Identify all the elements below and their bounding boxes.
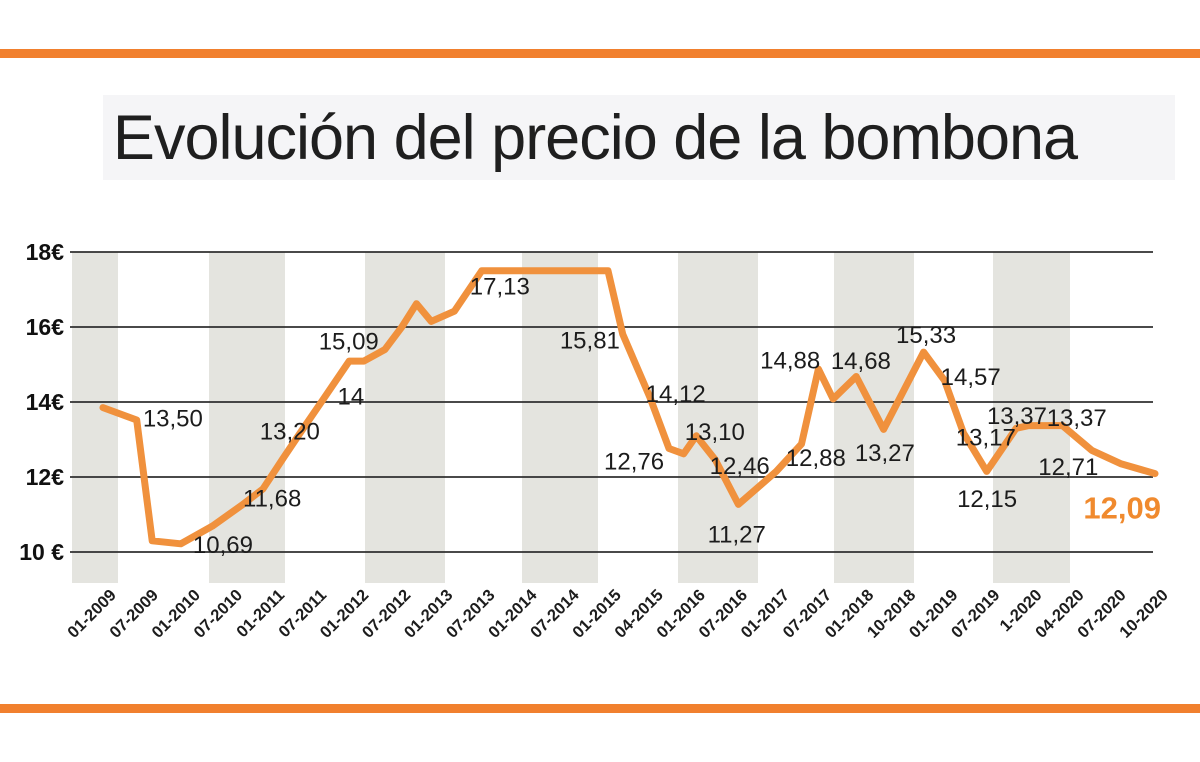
value-label: 12,88 xyxy=(786,445,846,472)
background-band xyxy=(72,252,118,583)
value-label: 13,17 xyxy=(956,425,1016,452)
value-label: 12,46 xyxy=(710,453,770,480)
value-label: 10,69 xyxy=(193,532,253,559)
background-band xyxy=(365,252,445,583)
price-evolution-chart: 18€16€14€12€10 €01-200907-200901-201007-… xyxy=(19,239,1172,642)
value-label: 12,15 xyxy=(957,486,1017,513)
price-line xyxy=(99,267,1159,548)
value-label: 14,68 xyxy=(831,348,891,375)
value-label: 13,37 xyxy=(987,403,1047,430)
value-label: 13,27 xyxy=(855,440,915,467)
value-label: 11,68 xyxy=(243,485,301,512)
bottom-accent-bar xyxy=(0,704,1200,713)
y-axis-label: 16€ xyxy=(26,314,65,340)
value-label: 12,76 xyxy=(604,449,664,476)
y-axis-label: 10 € xyxy=(19,539,64,565)
y-axis-label: 14€ xyxy=(26,389,65,415)
value-label: 11,27 xyxy=(708,521,766,548)
chart-title: Evolución del precio de la bombona xyxy=(112,103,1078,173)
background-band xyxy=(678,252,758,583)
top-accent-bar xyxy=(0,49,1200,58)
value-label: 14,57 xyxy=(941,364,1001,391)
value-label-current: 12,09 xyxy=(1083,491,1161,526)
value-label: 13,50 xyxy=(143,406,203,433)
value-label: 14,88 xyxy=(760,347,820,374)
value-label: 15,33 xyxy=(896,322,956,349)
background-band xyxy=(522,252,598,583)
background-band xyxy=(993,252,1070,583)
value-label: 14,12 xyxy=(646,381,706,408)
value-label: 15,09 xyxy=(319,328,379,355)
value-label: 17,13 xyxy=(470,274,530,301)
value-label: 12,71 xyxy=(1038,454,1098,481)
value-label: 13,20 xyxy=(260,418,320,445)
value-label: 13,37 xyxy=(1047,405,1107,432)
y-axis-label: 12€ xyxy=(26,464,65,490)
title-background-strip xyxy=(103,95,1175,180)
y-axis-label: 18€ xyxy=(26,239,65,265)
value-label: 13,10 xyxy=(685,419,745,446)
value-label: 14 xyxy=(337,383,364,410)
value-label: 15,81 xyxy=(560,328,620,355)
background-band xyxy=(209,252,285,583)
